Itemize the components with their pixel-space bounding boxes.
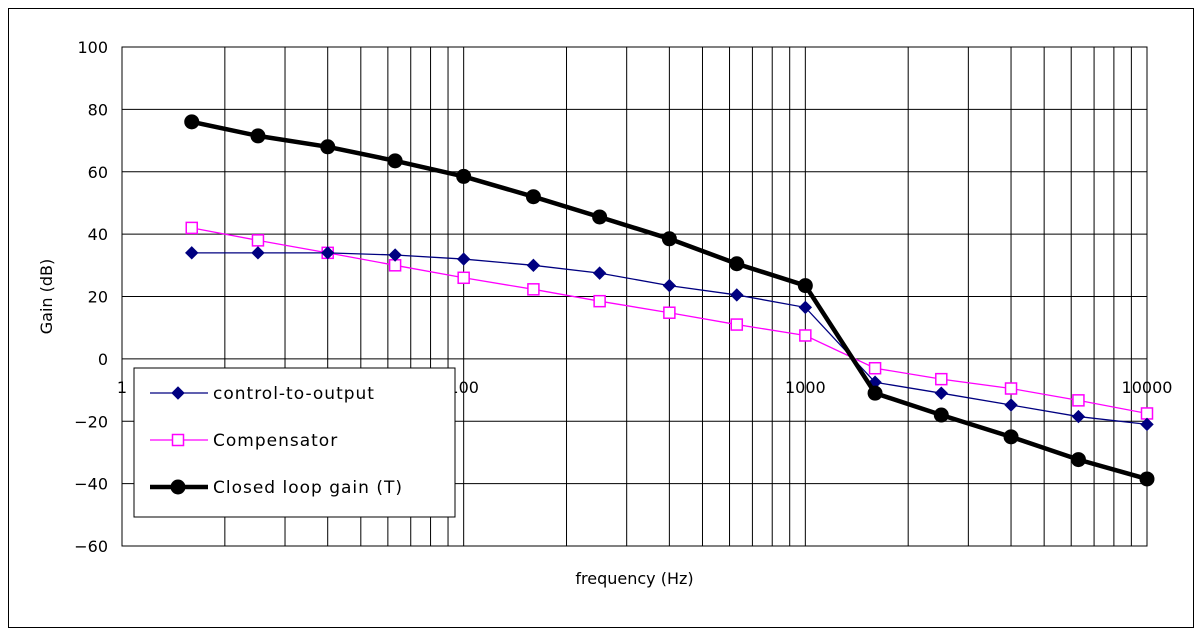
- data-point: [1140, 407, 1154, 420]
- data-point: [592, 209, 608, 225]
- y-tick-label: 40: [88, 225, 108, 244]
- data-point: [730, 288, 744, 302]
- data-point: [171, 386, 185, 400]
- y-tick-label: 100: [77, 38, 108, 57]
- legend-label: Closed loop gain (T): [213, 478, 403, 498]
- data-point: [663, 306, 676, 319]
- data-point: [171, 433, 185, 447]
- data-point: [184, 114, 200, 130]
- data-point: [388, 248, 402, 262]
- data-point: [320, 246, 335, 260]
- y-tick-label: −40: [74, 475, 108, 494]
- data-point: [1070, 452, 1086, 468]
- data-point: [662, 278, 677, 293]
- data-point: [251, 246, 265, 260]
- x-axis-ticks: 1 100 1000 10000: [117, 378, 1173, 397]
- legend-label: control-to-output: [213, 384, 375, 404]
- x-tick-label: 1000: [785, 378, 826, 397]
- y-tick-label: 60: [88, 163, 108, 182]
- data-point: [799, 329, 812, 342]
- legend-item: Closed loop gain (T): [150, 478, 403, 498]
- y-axis-ticks: 100 80 60 40 20 0 −20 −40 −60: [74, 38, 108, 556]
- data-point: [593, 294, 606, 308]
- data-point: [320, 139, 336, 155]
- x-tick-label: 10000: [1122, 378, 1173, 397]
- plot-area: [121, 46, 1148, 547]
- data-point: [933, 407, 949, 423]
- data-point: [185, 246, 199, 260]
- data-point: [456, 168, 472, 184]
- data-point: [729, 256, 745, 272]
- legend-item: Compensator: [150, 431, 338, 451]
- legend-item: control-to-output: [150, 384, 375, 404]
- series-control-to-output: [185, 246, 1154, 432]
- data-point: [1139, 471, 1155, 487]
- x-axis-title: frequency (Hz): [575, 569, 693, 588]
- data-point: [456, 252, 471, 266]
- data-point: [868, 361, 882, 375]
- data-point: [797, 278, 813, 294]
- data-point: [250, 128, 266, 144]
- data-point: [251, 234, 265, 247]
- legend-label: Compensator: [213, 431, 338, 451]
- data-point: [1003, 429, 1019, 445]
- data-point: [387, 153, 403, 169]
- data-point: [457, 271, 470, 285]
- chart-frame: [8, 8, 1194, 628]
- data-point: [185, 221, 198, 235]
- data-point: [1004, 382, 1018, 395]
- data-point: [592, 266, 607, 280]
- legend: control-to-output Compensator Closed loop …: [133, 367, 456, 518]
- data-point: [730, 318, 744, 331]
- y-tick-label: −20: [74, 412, 108, 431]
- data-point: [1072, 394, 1085, 407]
- y-tick-label: 20: [88, 288, 108, 307]
- x-tick-label: 100: [448, 378, 479, 397]
- y-tick-label: 0: [98, 350, 108, 369]
- y-tick-label: −60: [74, 537, 108, 556]
- data-point: [527, 283, 540, 296]
- x-tick-label: 1: [117, 378, 127, 397]
- series-closed-loop-gain-t: [184, 114, 1155, 487]
- data-point: [661, 231, 677, 247]
- data-point: [935, 372, 948, 386]
- data-point: [1140, 417, 1154, 432]
- data-point: [1071, 409, 1086, 424]
- data-point: [798, 300, 813, 315]
- data-point: [525, 189, 541, 205]
- series-compensator: [185, 221, 1154, 420]
- data-point: [526, 258, 541, 273]
- data-point: [1004, 398, 1018, 412]
- data-point: [170, 479, 186, 495]
- data-point: [934, 386, 949, 400]
- series-layer: [184, 114, 1155, 487]
- y-tick-label: 80: [88, 100, 108, 119]
- y-axis-title: Gain (dB): [37, 259, 56, 335]
- data-point: [867, 385, 883, 401]
